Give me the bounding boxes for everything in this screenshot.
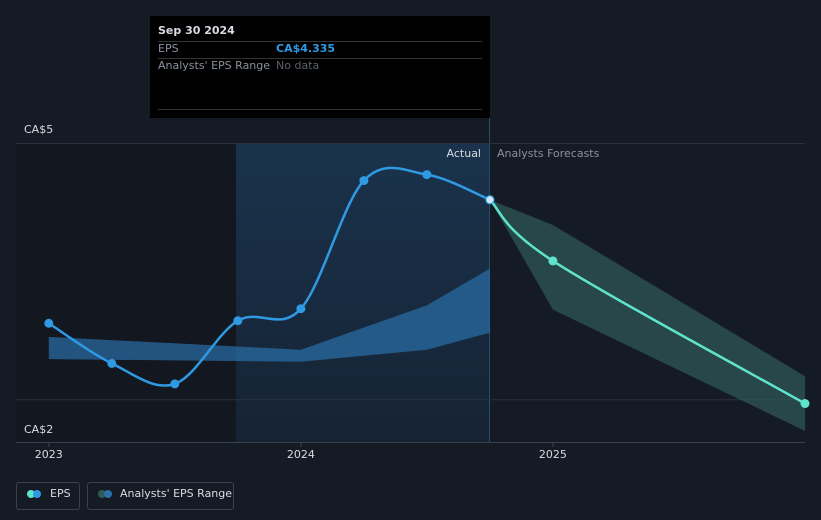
past-region <box>16 143 236 442</box>
legend-swatch <box>104 490 112 498</box>
eps-point <box>422 170 432 180</box>
legend: EPS Analysts' EPS Range <box>16 482 234 510</box>
tooltip-box <box>150 16 490 118</box>
legend-item[interactable] <box>87 482 234 510</box>
eps-point <box>296 304 306 314</box>
legend-swatch <box>98 490 106 498</box>
legend-label: Analysts' EPS Range <box>120 487 232 500</box>
x-tick-label: 2024 <box>287 448 315 461</box>
forecast-label: Analysts Forecasts <box>497 147 600 160</box>
actual-label: Actual <box>447 147 481 160</box>
tooltip-label: EPS <box>158 42 179 55</box>
x-tick-label: 2023 <box>35 448 63 461</box>
y-tick-label: CA$2 <box>24 423 53 436</box>
y-tick-label: CA$5 <box>24 123 53 136</box>
eps-point <box>233 316 243 326</box>
x-tick-label: 2025 <box>539 448 567 461</box>
eps-point <box>170 379 180 389</box>
eps-point <box>800 399 810 409</box>
tooltip-value: No data <box>276 59 319 72</box>
eps-line <box>488 198 806 405</box>
tooltip: Sep 30 2024 EPS CA$4.335 Analysts' EPS R… <box>150 16 490 118</box>
tooltip-value: CA$4.335 <box>276 42 335 55</box>
eps-point <box>548 256 558 266</box>
legend-item[interactable] <box>16 482 80 510</box>
tooltip-label: Analysts' EPS Range <box>158 59 270 72</box>
eps-point <box>359 176 369 186</box>
eps-point <box>44 318 54 328</box>
eps-point <box>107 358 117 368</box>
legend-label: EPS <box>50 487 71 500</box>
range-band <box>48 268 490 362</box>
plot: CA$5 CA$2 2023 2024 2025 <box>16 123 810 461</box>
eps-point <box>485 195 495 205</box>
tooltip-date: Sep 30 2024 <box>158 24 235 37</box>
highlight-region <box>236 143 489 442</box>
legend-swatch <box>33 490 41 498</box>
legend-swatch <box>27 490 35 498</box>
eps-line <box>48 166 491 387</box>
